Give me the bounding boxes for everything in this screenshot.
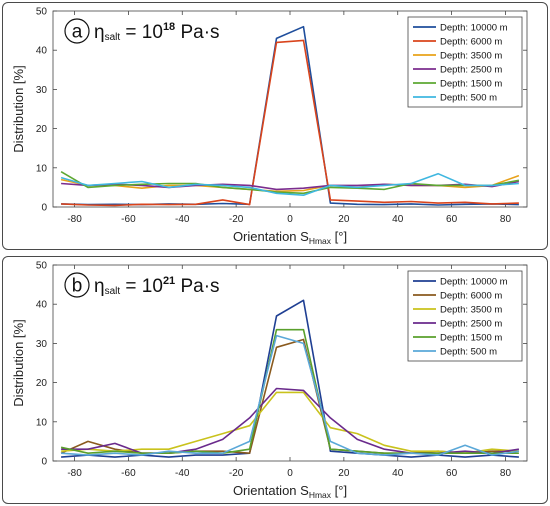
panel-a: 0 10 20 30 40 50 -80 -60 -40 -20 0 20 40 60 80 Distribu… xyxy=(2,2,548,250)
x-tick-label: -20 xyxy=(229,214,244,225)
chart-a-svg: 0 10 20 30 40 50 -80 -60 -40 -20 0 20 40 60 80 Distribu… xyxy=(11,7,528,246)
y-tick-label: 20 xyxy=(36,124,48,135)
annotation-rest: = 10 xyxy=(120,22,163,43)
viscosity-annotation: ηsalt = 1018 Pa·s xyxy=(94,21,220,43)
viscosity-annotation: ηsalt = 1021 Pa·s xyxy=(94,275,220,297)
x-axis-label-sub: Hmax xyxy=(309,236,332,246)
panel-label-circle xyxy=(64,18,90,44)
legend-box xyxy=(407,270,523,362)
x-tick-label: 0 xyxy=(287,468,293,479)
annotation-symbol: η xyxy=(94,22,105,43)
annotation-sup: 21 xyxy=(163,275,175,287)
x-tick-label: 0 xyxy=(287,214,293,225)
x-tick-label: -80 xyxy=(67,214,82,225)
panel-label-circle xyxy=(64,272,90,298)
panel-b: 0 10 20 30 40 50 -80 -60 -40 -20 0 20 40 60 80 Distribu… xyxy=(2,256,548,504)
annotation-sup: 18 xyxy=(163,21,175,33)
x-axis-label-unit: [°] xyxy=(331,229,347,244)
series-line-2 xyxy=(61,391,519,454)
legend-box xyxy=(407,16,523,108)
legend-entry: Depth: 3500 m xyxy=(440,50,502,61)
annotation-unit: Pa·s xyxy=(175,22,219,43)
series-line-1 xyxy=(61,39,519,207)
x-tick-label: -80 xyxy=(67,468,82,479)
x-tick-label: 60 xyxy=(446,214,458,225)
annotation-sub: salt xyxy=(105,32,121,43)
x-tick-label: -40 xyxy=(175,468,190,479)
legend-entry: Depth: 6000 m xyxy=(440,36,502,47)
y-tick-label: 30 xyxy=(36,339,48,350)
x-axis-label-main: Orientation S xyxy=(233,229,309,244)
x-tick-label: 20 xyxy=(338,468,350,479)
legend-entry: Depth: 10000 m xyxy=(440,276,508,287)
chart-b-svg: 0 10 20 30 40 50 -80 -60 -40 -20 0 20 40 60 80 Distribu… xyxy=(11,261,528,500)
legend-entry: Depth: 10000 m xyxy=(440,22,508,33)
x-tick-label: 40 xyxy=(392,214,404,225)
legend-entry: Depth: 2500 m xyxy=(440,318,502,329)
x-tick-label: 40 xyxy=(392,468,404,479)
x-axis-label: Orientation SHmax [°] xyxy=(233,483,347,500)
annotation-rest: = 10 xyxy=(120,276,163,297)
series-line-5 xyxy=(61,334,520,456)
y-tick-label: 10 xyxy=(36,163,48,174)
x-axis-label-unit: [°] xyxy=(331,483,347,498)
series-line-5 xyxy=(60,172,519,196)
legend-entry: Depth: 1500 m xyxy=(440,332,502,343)
x-tick-label: 80 xyxy=(500,468,512,479)
legend-entry: Depth: 500 m xyxy=(440,92,497,103)
legend-entry: Depth: 1500 m xyxy=(440,78,502,89)
y-tick-label: 0 xyxy=(41,457,47,468)
x-tick-label: 60 xyxy=(446,468,458,479)
y-tick-label: 40 xyxy=(36,300,48,311)
annotation-symbol: η xyxy=(94,276,105,297)
y-tick-label: 40 xyxy=(36,46,48,57)
legend: Depth: 10000 m Depth: 6000 m Depth: 3500 m… xyxy=(407,16,523,108)
legend-entry: Depth: 3500 m xyxy=(440,304,502,315)
panel-label: a xyxy=(72,22,83,43)
x-tick-label: -60 xyxy=(121,214,136,225)
series-line-4 xyxy=(60,171,520,195)
x-axis-label-main: Orientation S xyxy=(233,483,309,498)
x-tick-label: -40 xyxy=(175,214,190,225)
x-axis-label-sub: Hmax xyxy=(309,490,332,500)
legend-entry: Depth: 500 m xyxy=(440,346,497,357)
y-tick-label: 50 xyxy=(36,7,48,18)
annotation-sub: salt xyxy=(105,286,121,297)
y-axis-label: Distribution [%] xyxy=(11,65,26,152)
series-line-3 xyxy=(61,387,520,454)
y-tick-label: 10 xyxy=(36,417,48,428)
annotation-unit: Pa·s xyxy=(175,276,219,297)
legend: Depth: 10000 m Depth: 6000 m Depth: 3500 m… xyxy=(407,270,523,362)
legend-entry: Depth: 6000 m xyxy=(440,290,502,301)
panel-label: b xyxy=(72,276,83,297)
legend-entry: Depth: 2500 m xyxy=(440,64,502,75)
y-axis-label: Distribution [%] xyxy=(11,319,26,406)
y-tick-label: 30 xyxy=(36,85,48,96)
y-tick-label: 50 xyxy=(36,261,48,272)
x-axis-label: Orientation SHmax [°] xyxy=(233,229,347,246)
x-tick-label: 20 xyxy=(338,214,350,225)
x-tick-label: 80 xyxy=(500,214,512,225)
x-tick-label: -60 xyxy=(121,468,136,479)
y-tick-label: 0 xyxy=(41,203,47,214)
y-tick-label: 20 xyxy=(36,378,48,389)
x-tick-label: -20 xyxy=(229,468,244,479)
